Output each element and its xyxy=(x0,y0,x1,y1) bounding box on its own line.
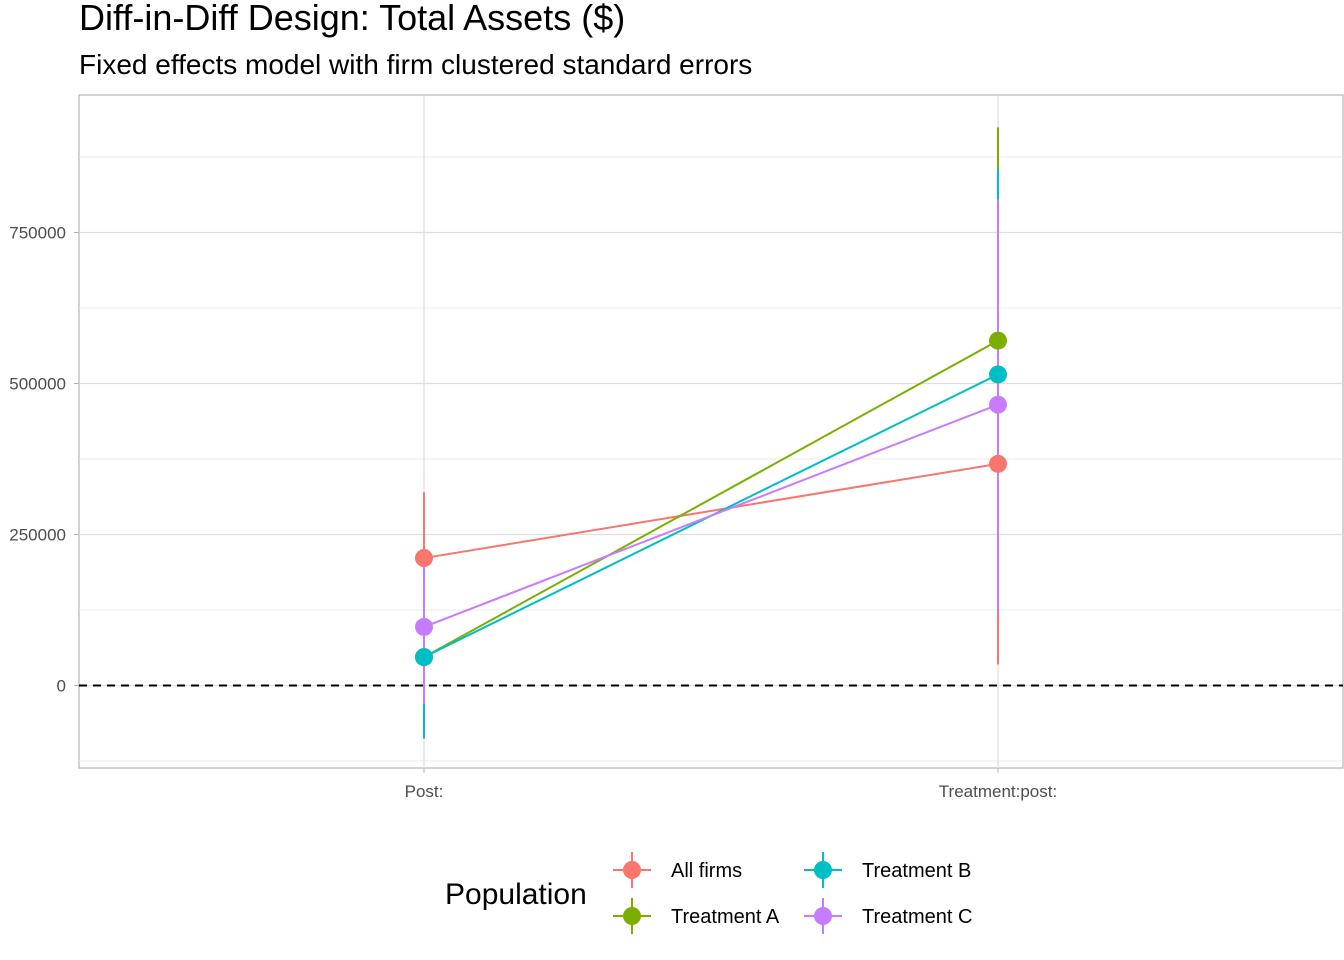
x-axis-ticks: Post: Treatment:post: xyxy=(405,768,1057,801)
point-0-1 xyxy=(989,454,1007,473)
legend-title: Population xyxy=(445,878,587,911)
chart-subtitle: Fixed effects model with firm clustered … xyxy=(79,49,752,80)
point-2-1 xyxy=(989,365,1007,384)
legend: Population All firms Treatment A Treatment… xyxy=(445,852,972,934)
chart-title: Diff-in-Diff Design: Total Assets ($) xyxy=(79,0,625,38)
series-line-1 xyxy=(423,339,999,658)
y-tick-label-2: 500000 xyxy=(9,375,66,394)
point-3-0 xyxy=(415,617,433,636)
point-3-1 xyxy=(989,395,1007,414)
legend-key-point-3 xyxy=(814,907,832,925)
legend-label-1: Treatment A xyxy=(671,906,780,928)
point-1-1 xyxy=(989,331,1007,350)
plot-panel xyxy=(78,94,1344,769)
y-tick-label-1: 250000 xyxy=(9,526,66,545)
legend-key-point-2 xyxy=(814,861,832,879)
point-2-0 xyxy=(415,648,433,667)
y-axis-ticks: 0 250000 500000 750000 xyxy=(9,224,79,696)
x-tick-label-1: Treatment:post: xyxy=(939,782,1057,801)
points xyxy=(415,331,1007,667)
legend-key-point-1 xyxy=(623,907,641,925)
y-tick-label-0: 0 xyxy=(57,677,66,696)
x-tick-label-0: Post: xyxy=(405,782,444,801)
series-line-3 xyxy=(423,403,999,628)
y-tick-label-3: 750000 xyxy=(9,224,66,243)
series-line-0 xyxy=(423,462,999,560)
legend-label-3: Treatment C xyxy=(862,906,972,928)
legend-key-point-0 xyxy=(623,861,641,879)
point-0-0 xyxy=(415,549,433,568)
legend-label-2: Treatment B xyxy=(862,860,971,882)
series-lines xyxy=(423,339,999,659)
minor-gridlines xyxy=(79,156,1343,762)
legend-label-0: All firms xyxy=(671,860,742,882)
